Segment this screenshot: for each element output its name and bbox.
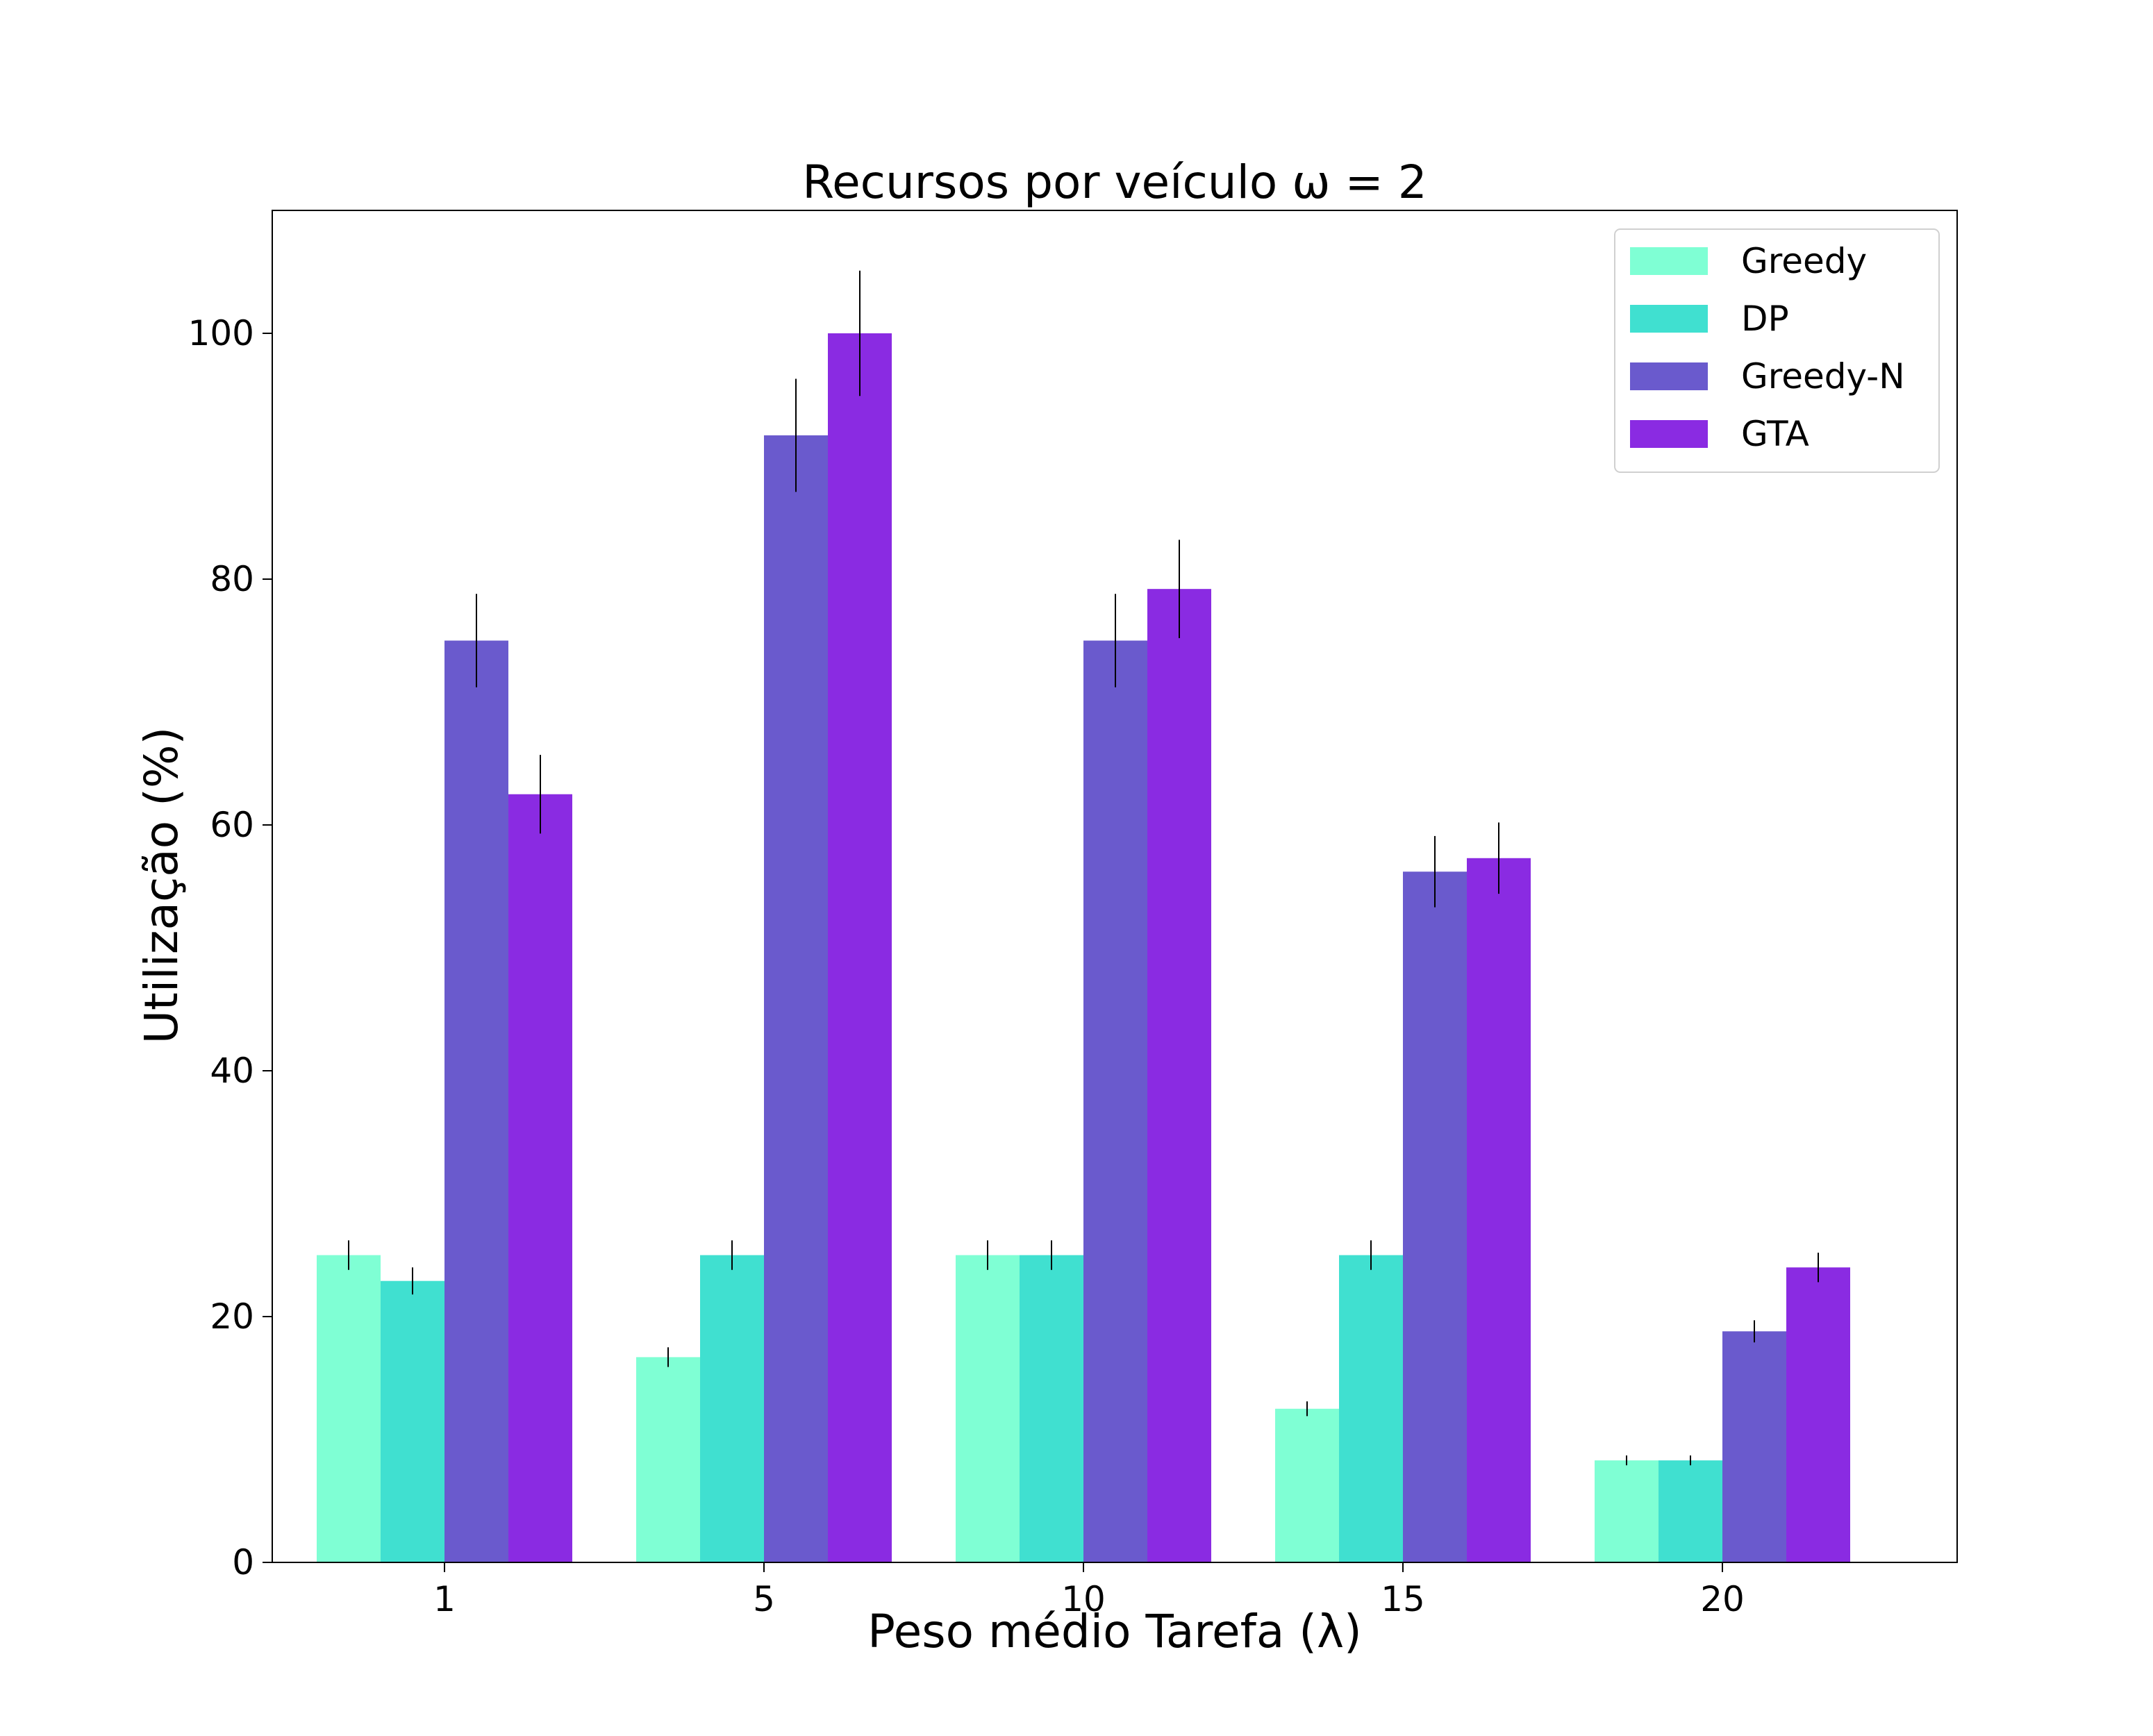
- x-tick-label: 20: [1700, 1579, 1745, 1619]
- bar-dp-5: [700, 1255, 764, 1562]
- bar-greedy-n-15: [1403, 871, 1467, 1562]
- bar-greedy-5: [636, 1357, 700, 1562]
- y-tick-label: 80: [210, 559, 254, 599]
- bar-gta-10: [1147, 589, 1211, 1563]
- x-tick-label: 5: [753, 1579, 775, 1619]
- chart-title: Recursos por veículo ω = 2: [802, 156, 1427, 209]
- bar-greedy-n-1: [444, 640, 508, 1562]
- x-tick-label: 15: [1381, 1579, 1425, 1619]
- bar-greedy-15: [1275, 1408, 1339, 1562]
- bar-greedy-n-20: [1722, 1331, 1786, 1562]
- legend-swatch: [1630, 420, 1708, 448]
- y-tick-label: 40: [210, 1051, 254, 1091]
- legend-swatch: [1630, 247, 1708, 275]
- bar-greedy-n-5: [764, 435, 828, 1563]
- x-axis-title: Peso médio Tarefa (λ): [867, 1605, 1362, 1658]
- legend-swatch: [1630, 305, 1708, 333]
- y-axis: 0 20 40 60 80 100: [188, 313, 272, 1583]
- bar-greedy-20: [1595, 1460, 1659, 1562]
- bar-dp-20: [1659, 1460, 1722, 1562]
- y-tick-label: 20: [210, 1296, 254, 1337]
- y-axis-title: Utilização (%): [135, 727, 188, 1044]
- bar-greedy-1: [317, 1255, 381, 1562]
- legend-label: Greedy-N: [1741, 356, 1905, 397]
- plot-area-frame: [272, 210, 1958, 1563]
- legend-box: [1614, 228, 1940, 473]
- bar-gta-20: [1786, 1267, 1850, 1562]
- errorbars-layer: [348, 270, 1819, 1466]
- bar-dp-15: [1339, 1255, 1403, 1562]
- bar-dp-10: [1020, 1255, 1083, 1562]
- legend: Greedy DP Greedy-N GTA: [1614, 228, 1940, 473]
- bar-gta-5: [828, 333, 892, 1562]
- bar-greedy-10: [956, 1255, 1020, 1562]
- x-axis: 1 5 10 15 20: [433, 1562, 1745, 1619]
- bar-gta-1: [508, 794, 572, 1562]
- x-tick-label: 1: [433, 1579, 456, 1619]
- legend-label: DP: [1741, 299, 1789, 339]
- bars-layer: [317, 333, 1850, 1563]
- x-tick-label: 10: [1061, 1579, 1106, 1619]
- legend-swatch: [1630, 362, 1708, 390]
- bar-greedy-n-10: [1083, 640, 1147, 1562]
- y-tick-label: 0: [232, 1542, 254, 1583]
- bar-gta-15: [1467, 858, 1531, 1562]
- y-tick-label: 60: [210, 805, 254, 845]
- legend-label: Greedy: [1741, 241, 1867, 281]
- bar-dp-1: [381, 1280, 444, 1562]
- legend-label: GTA: [1741, 414, 1809, 454]
- y-tick-label: 100: [188, 313, 254, 353]
